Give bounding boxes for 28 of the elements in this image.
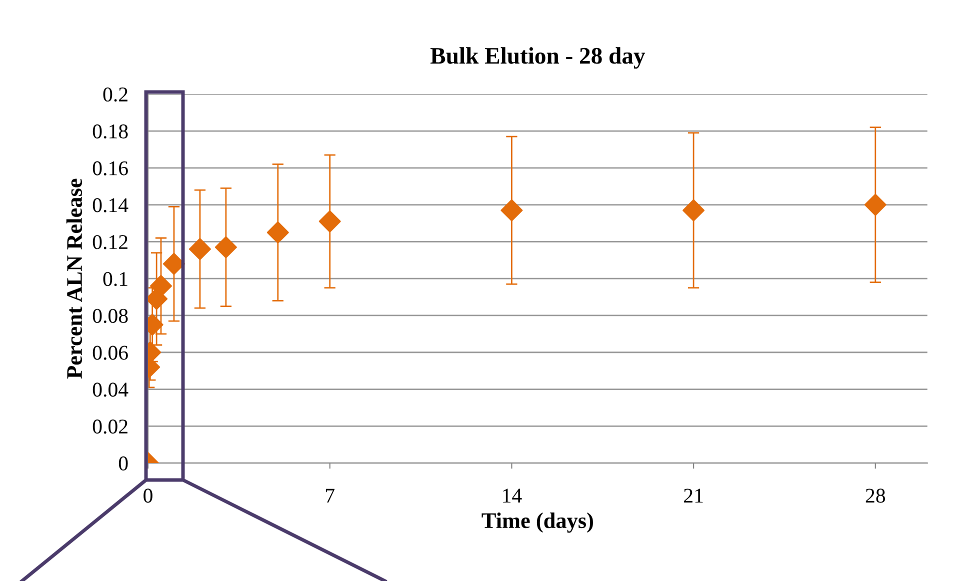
x-tick-label: 14 [503, 488, 522, 503]
point [682, 199, 705, 222]
y-tick-label: 0.1 [103, 272, 128, 286]
y-tick-label: 0.08 [92, 308, 128, 324]
point [864, 194, 886, 216]
y-tick-label: 0.18 [92, 124, 128, 139]
x-axis-title: Time (days) [482, 512, 593, 533]
point [188, 238, 211, 260]
x-tick-label: 28 [866, 488, 886, 503]
y-tick-label: 0.12 [92, 235, 128, 250]
point [500, 199, 523, 222]
y-tick-label: 0.14 [92, 198, 128, 212]
y-tick-label: 0.2 [103, 87, 128, 102]
y-axis-title: Percent ALN Release [66, 178, 82, 379]
point [266, 221, 289, 244]
point [318, 210, 341, 232]
x-tick-label: 0 [144, 488, 152, 503]
chart-title: Bulk Elution - 28 day [430, 47, 646, 69]
point [214, 236, 237, 258]
x-tick-label: 21 [684, 488, 703, 503]
x-tick-label: 7 [326, 488, 334, 503]
point [150, 274, 172, 297]
y-tick-label: 0.16 [92, 161, 128, 176]
y-tick-label: 0 [118, 456, 128, 470]
point [162, 252, 185, 275]
y-tick-label: 0.04 [92, 382, 128, 397]
y-tick-label: 0.06 [92, 346, 128, 360]
y-tick-label: 0.02 [92, 420, 128, 434]
